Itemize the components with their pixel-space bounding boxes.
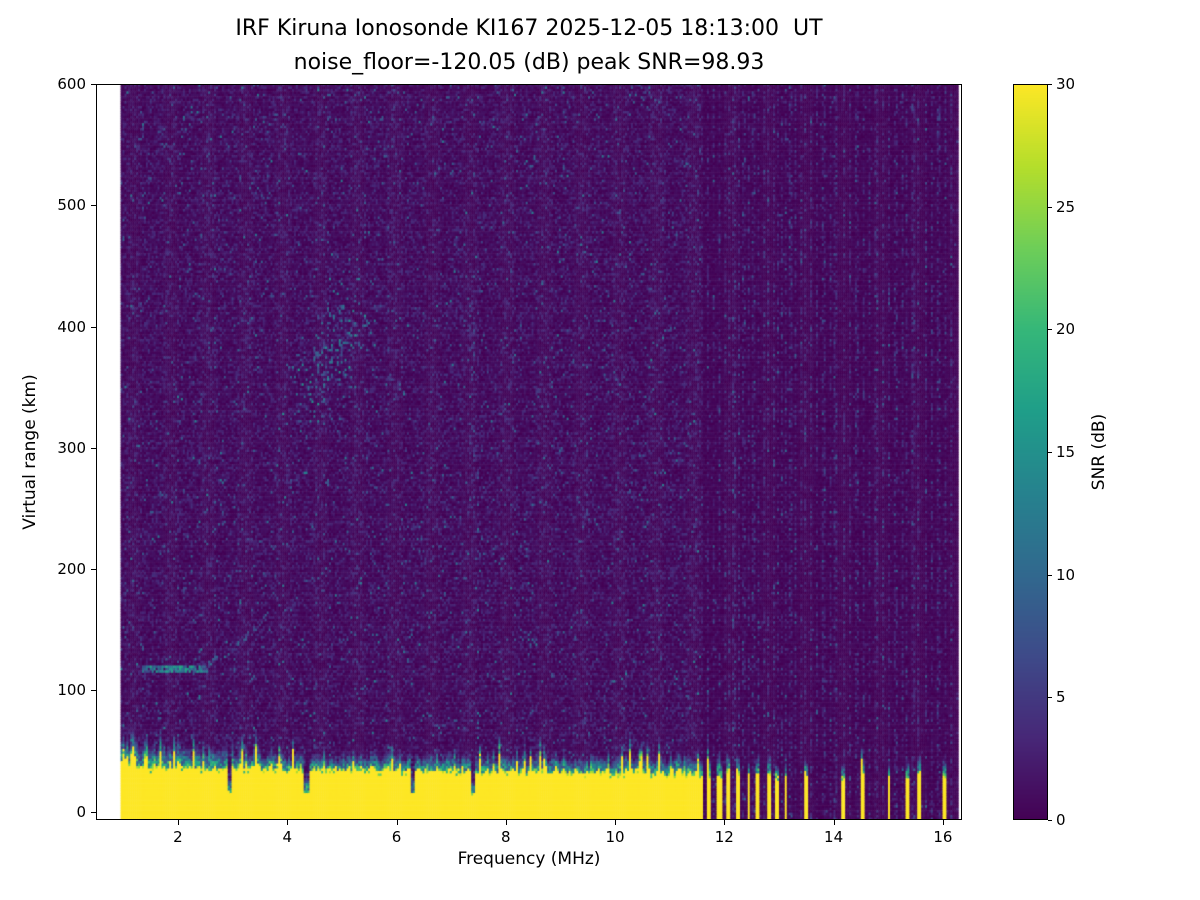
- y-tick-mark: [91, 690, 96, 692]
- y-tick-label: 0: [76, 802, 86, 821]
- colorbar-tick-mark: [1048, 574, 1052, 576]
- x-axis-label: Frequency (MHz): [457, 849, 601, 869]
- x-tick-label: 12: [714, 828, 734, 846]
- x-tick-label: 4: [282, 828, 292, 846]
- y-tick-mark: [91, 84, 96, 85]
- colorbar-tick-mark: [1048, 206, 1052, 208]
- colorbar-tick-label: 10: [1056, 565, 1076, 584]
- colorbar-canvas: [1013, 84, 1048, 820]
- colorbar-tick-label: 20: [1056, 320, 1076, 339]
- x-tick-label: 14: [824, 828, 844, 846]
- y-tick-label: 300: [57, 438, 86, 457]
- y-tick-mark: [91, 326, 96, 328]
- chart-title: IRF Kiruna Ionosonde KI167 2025-12-05 18…: [235, 16, 823, 41]
- x-tick-mark: [505, 820, 507, 825]
- x-tick-label: 16: [933, 828, 953, 846]
- colorbar-tick-mark: [1048, 697, 1052, 699]
- colorbar-tick-mark: [1048, 820, 1052, 821]
- y-tick-mark: [91, 811, 96, 813]
- y-tick-label: 200: [57, 560, 86, 578]
- colorbar-tick-mark: [1048, 329, 1052, 331]
- y-tick-label: 400: [57, 317, 86, 336]
- colorbar-tick-label: 0: [1056, 811, 1066, 829]
- x-tick-label: 6: [391, 828, 402, 846]
- x-tick-mark: [177, 820, 179, 825]
- y-tick-label: 100: [57, 681, 86, 700]
- x-tick-label: 2: [173, 828, 183, 846]
- ionogram-heatmap-canvas: [96, 84, 962, 820]
- x-tick-label: 8: [500, 828, 511, 846]
- colorbar-tick-mark: [1048, 452, 1052, 453]
- x-tick-mark: [833, 820, 835, 825]
- colorbar-label: SNR (dB): [1089, 413, 1109, 491]
- chart-subtitle: noise_floor=-120.05 (dB) peak SNR=98.93: [293, 50, 765, 75]
- y-tick-label: 600: [57, 75, 86, 93]
- y-tick-mark: [91, 569, 96, 570]
- y-tick-mark: [91, 205, 96, 207]
- colorbar-tick-label: 15: [1056, 443, 1076, 461]
- x-tick-mark: [942, 820, 944, 825]
- colorbar-tick-label: 30: [1056, 75, 1076, 93]
- x-tick-mark: [287, 820, 289, 825]
- y-tick-label: 500: [57, 196, 86, 215]
- x-tick-label: 10: [605, 828, 625, 846]
- x-tick-mark: [615, 820, 617, 825]
- colorbar-tick-label: 5: [1056, 688, 1066, 707]
- colorbar-tick-label: 25: [1056, 197, 1076, 216]
- x-tick-mark: [724, 820, 726, 825]
- x-tick-mark: [396, 820, 398, 825]
- y-tick-mark: [91, 447, 96, 449]
- colorbar-tick-mark: [1048, 84, 1052, 85]
